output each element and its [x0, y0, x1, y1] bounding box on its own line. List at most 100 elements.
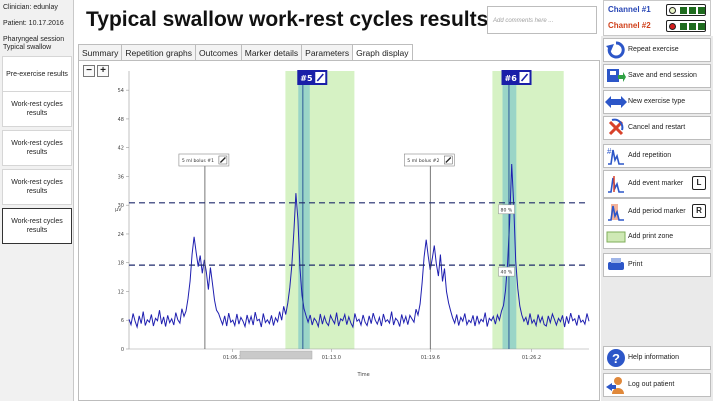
channel-2-label: Channel #2 [608, 21, 651, 30]
y-tick-label: 0 [121, 347, 124, 353]
threshold-label: 40 % [501, 270, 513, 276]
channel-2-status-dot [669, 22, 676, 30]
cancel-restart-button[interactable]: Cancel and restart [603, 116, 711, 140]
action-label: Add repetition [628, 152, 672, 159]
svg-text:#: # [607, 147, 612, 156]
page-title: Typical swallow work-rest cycles results [86, 8, 489, 31]
x-axis-label: Time [356, 372, 369, 378]
svg-text:?: ? [612, 351, 620, 366]
swallow-type-label: Typical swallow [3, 44, 52, 51]
x-tick-label: 01:13.0 [322, 355, 341, 361]
battery-bar [689, 6, 696, 14]
edit-pencil-icon-stroke [520, 73, 529, 82]
period-marker-icon [604, 201, 628, 223]
period-zone-outer [285, 71, 355, 349]
zoom-in-button[interactable]: + [97, 65, 109, 77]
repeat-icon [604, 39, 628, 61]
tab-summary[interactable]: Summary [78, 44, 123, 60]
print-button[interactable]: Print [603, 253, 711, 277]
x-tick-label: 01:06.3 [223, 355, 242, 361]
sidebar-item-pre-exercise[interactable]: Pre-exercise results [2, 56, 72, 92]
edit-pencil-icon-stroke [219, 157, 226, 163]
action-label: Cancel and restart [628, 124, 686, 131]
patient-label: Patient: 10.17.2016 [3, 20, 64, 27]
channel-status: Channel #1 Channel #2 [603, 0, 711, 36]
y-tick-label: 54 [118, 88, 124, 94]
add-period-marker-button[interactable]: Add period marker R [603, 198, 711, 226]
event-marker-label: 5 ml bolus #2 [407, 158, 439, 164]
save-icon [604, 65, 628, 87]
tab-graph-display[interactable]: Graph display [352, 44, 413, 61]
zoom-out-button[interactable]: − [83, 65, 95, 77]
x-tick-label: 01:19.6 [421, 355, 440, 361]
add-print-zone-button[interactable]: Add print zone [603, 225, 711, 249]
y-tick-label: 18 [118, 261, 124, 267]
battery-bar [698, 22, 705, 30]
event-marker-box [403, 153, 455, 167]
emg-chart[interactable]: 0 6 12 18 24 30 36 42 48 54 µV 01:06.3 01:13.0 01:19.… [79, 61, 599, 381]
sidebar-item-work-rest-2[interactable]: Work-rest cycles results [2, 130, 72, 166]
left-sidebar: Clinician: edunlay Patient: 10.17.2016 P… [0, 0, 74, 401]
add-repetition-icon: # [604, 145, 628, 167]
help-information-button[interactable]: ? Help information [603, 346, 711, 370]
sidebar-item-label: Pre-exercise results [6, 70, 68, 78]
battery-bar [680, 22, 687, 30]
action-label: Add event marker [628, 180, 684, 187]
sidebar-item-work-rest-3[interactable]: Work-rest cycles results [2, 169, 72, 205]
action-label: Repeat exercise [628, 46, 679, 53]
sidebar-item-label: Work-rest cycles results [11, 218, 63, 234]
logout-icon [604, 374, 628, 396]
event-marker-label: 5 ml bolus #1 [182, 158, 214, 164]
repeat-exercise-button[interactable]: Repeat exercise [603, 38, 711, 62]
y-tick-label: 48 [118, 117, 124, 123]
cancel-icon [604, 117, 628, 139]
action-label: Save and end session [628, 72, 697, 79]
action-label: New exercise type [628, 98, 686, 105]
event-marker-box [178, 153, 230, 167]
y-tick-label: 30 [118, 203, 124, 209]
edit-pencil-icon-stroke [316, 73, 324, 82]
tab-outcomes[interactable]: Outcomes [195, 44, 242, 60]
channel-2-battery-icon [666, 20, 706, 32]
channel-1-battery-icon [666, 4, 706, 16]
new-exercise-type-button[interactable]: New exercise type [603, 90, 711, 114]
add-event-marker-button[interactable]: Add event marker L [603, 170, 711, 198]
sidebar-item-label: Work-rest cycles results [11, 140, 63, 156]
logout-patient-button[interactable]: Log out patient [603, 373, 711, 397]
sidebar-item-work-rest-4[interactable]: Work-rest cycles results [2, 208, 72, 244]
shortcut-key-l: L [692, 176, 706, 190]
sidebar-item-label: Work-rest cycles results [11, 101, 63, 117]
series-line-channel-1 [128, 163, 590, 329]
new-exercise-icon [604, 91, 628, 113]
action-label: Print [628, 261, 643, 268]
help-icon: ? [604, 347, 628, 369]
action-label: Help information [628, 354, 679, 361]
y-tick-label: 36 [118, 174, 124, 180]
threshold-badge [498, 204, 515, 215]
print-zone-icon [604, 226, 628, 248]
tab-repetition-graphs[interactable]: Repetition graphs [121, 44, 197, 60]
add-repetition-button[interactable]: # Add repetition [603, 144, 711, 168]
session-type-label: Pharyngeal session [3, 36, 65, 43]
tab-marker-details[interactable]: Marker details [240, 44, 303, 60]
threshold-badge [498, 266, 515, 277]
y-tick-label: 42 [118, 146, 124, 152]
period-badge-label: #5 [300, 74, 313, 83]
results-tabs: Summary Repetition graphs Outcomes Marke… [78, 44, 413, 61]
y-tick-label: 24 [118, 232, 124, 238]
sidebar-item-work-rest-1[interactable]: Work-rest cycles results [2, 91, 72, 127]
event-marker-icon [604, 173, 628, 195]
sidebar-item-label: Work-rest cycles results [11, 179, 63, 195]
edit-pencil-icon-stroke [445, 157, 452, 163]
y-axis-label: µV [115, 207, 122, 213]
tab-parameters[interactable]: Parameters [301, 44, 354, 60]
battery-bar [689, 22, 696, 30]
action-label: Add print zone [628, 233, 674, 240]
channel-1-label: Channel #1 [608, 5, 651, 14]
action-label: Log out patient [628, 381, 675, 388]
period-zone-inner [298, 71, 310, 349]
comments-input[interactable]: Add comments here ... [487, 6, 597, 34]
action-label: Add period marker [628, 208, 686, 215]
action-panel: Repeat exercise Save and end session New… [601, 36, 713, 401]
save-end-session-button[interactable]: Save and end session [603, 64, 711, 88]
